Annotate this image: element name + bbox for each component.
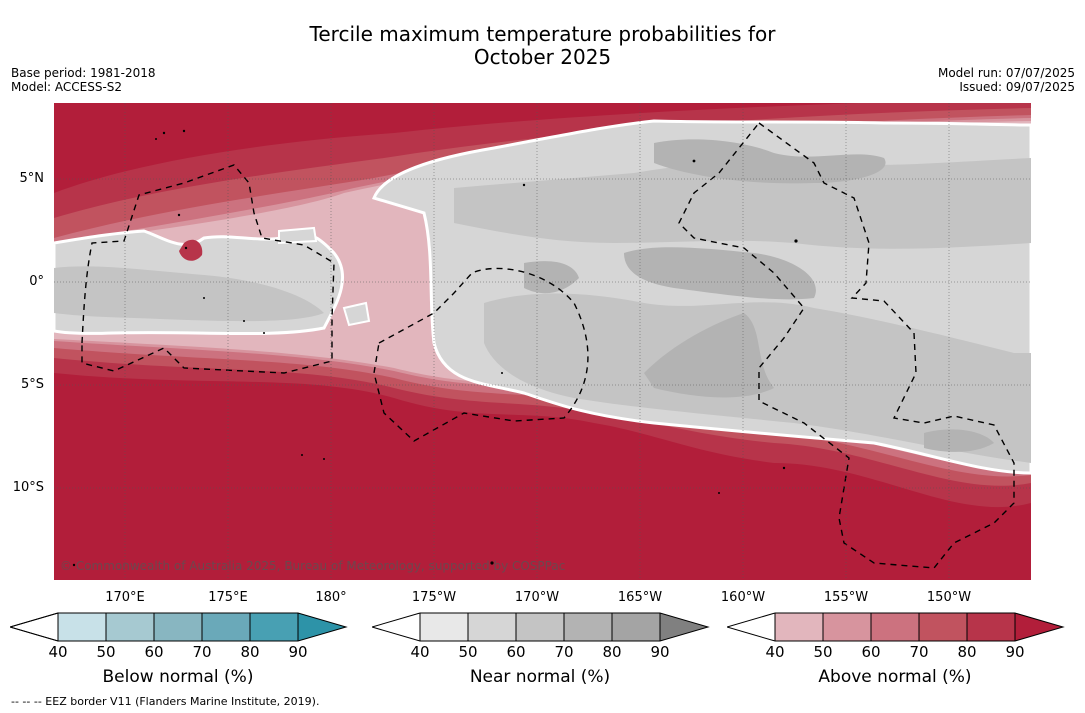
lon-label-155w: 155°W — [823, 590, 869, 605]
cb-above-tick-60: 60 — [861, 643, 881, 661]
copyright-credit: © Commonwealth of Australia 2025, Bureau… — [60, 559, 566, 573]
lat-label-0: 0° — [29, 274, 44, 289]
cb-near-tick-60: 60 — [506, 643, 526, 661]
lat-label-5s: 5°S — [20, 377, 44, 392]
colorbar-below-bin-5 — [250, 613, 298, 641]
colorbar-above-title: Above normal (%) — [818, 667, 972, 687]
colorbar-above — [727, 612, 1065, 642]
colorbar-above-bin-4 — [919, 613, 967, 641]
map-canvas — [54, 103, 1031, 580]
colorbar-near-bin-1 — [420, 613, 468, 641]
issued-date: Issued: 09/07/2025 — [959, 80, 1075, 94]
cb-near-tick-90: 90 — [650, 643, 670, 661]
cb-above-tick-80: 80 — [957, 643, 977, 661]
cb-above-tick-90: 90 — [1005, 643, 1025, 661]
cb-below-tick-70: 70 — [192, 643, 212, 661]
cb-below-tick-60: 60 — [144, 643, 164, 661]
colorbar-below-bin-2 — [106, 613, 154, 641]
cb-above-tick-40: 40 — [765, 643, 785, 661]
colorbar-above-bin-3 — [871, 613, 919, 641]
colorbar-near-bin-5 — [612, 613, 660, 641]
cb-near-tick-80: 80 — [602, 643, 622, 661]
lat-label-10s: 10°S — [12, 480, 44, 495]
colorbar-above-bin-2 — [823, 613, 871, 641]
model-run-date: Model run: 07/07/2025 — [937, 66, 1075, 80]
colorbar-near-max-arrow — [660, 613, 708, 641]
lon-label-175w: 175°W — [411, 590, 457, 605]
colorbar-below-max-arrow — [298, 613, 346, 641]
lon-label-160w: 160°W — [720, 590, 766, 605]
lon-label-165w: 165°W — [617, 590, 663, 605]
colorbar-above-min-arrow — [727, 613, 775, 641]
cb-near-tick-50: 50 — [458, 643, 478, 661]
cb-above-tick-50: 50 — [813, 643, 833, 661]
colorbar-below — [10, 612, 348, 642]
cb-below-tick-90: 90 — [288, 643, 308, 661]
chart-title-line2: October 2025 — [473, 45, 612, 69]
colorbar-near-title: Near normal (%) — [469, 667, 611, 687]
colorbar-below-bin-1 — [58, 613, 106, 641]
colorbar-near-min-arrow — [372, 613, 420, 641]
colorbar-below-bin-4 — [202, 613, 250, 641]
lon-label-170w: 170°W — [514, 590, 560, 605]
cb-near-tick-40: 40 — [410, 643, 430, 661]
chart-title-line1: Tercile maximum temperature probabilitie… — [309, 22, 776, 46]
model-name: Model: ACCESS-S2 — [11, 80, 123, 94]
colorbar-near-bin-4 — [564, 613, 612, 641]
colorbar-below-min-arrow — [10, 612, 59, 642]
base-period: Base period: 1981-2018 — [11, 66, 156, 80]
colorbar-above-bin-1 — [775, 613, 823, 641]
colorbar-below-title: Below normal (%) — [102, 667, 254, 687]
meta-left: Base period: 1981-2018 Model: ACCESS-S2 — [11, 66, 156, 94]
lon-label-150w: 150°W — [926, 590, 972, 605]
cb-above-tick-70: 70 — [909, 643, 929, 661]
cb-below-tick-50: 50 — [96, 643, 116, 661]
probability-map — [54, 103, 1031, 580]
cb-near-tick-70: 70 — [554, 643, 574, 661]
lat-label-5n: 5°N — [19, 171, 45, 186]
colorbar-above-max-arrow — [1015, 613, 1063, 641]
cb-below-tick-80: 80 — [240, 643, 260, 661]
colorbar-near-bin-3 — [516, 613, 564, 641]
colorbar-near — [372, 612, 710, 642]
meta-right: Model run: 07/07/2025 Issued: 09/07/2025 — [938, 66, 1075, 94]
lon-label-170e: 170°E — [105, 590, 145, 605]
cb-below-tick-40: 40 — [48, 643, 68, 661]
colorbar-above-bin-5 — [967, 613, 1015, 641]
colorbar-near-bin-2 — [468, 613, 516, 641]
eez-footnote: -- -- -- EEZ border V11 (Flanders Marine… — [11, 695, 320, 708]
lon-label-180: 180° — [315, 590, 347, 605]
colorbar-below-bin-3 — [154, 613, 202, 641]
lon-label-175e: 175°E — [208, 590, 248, 605]
